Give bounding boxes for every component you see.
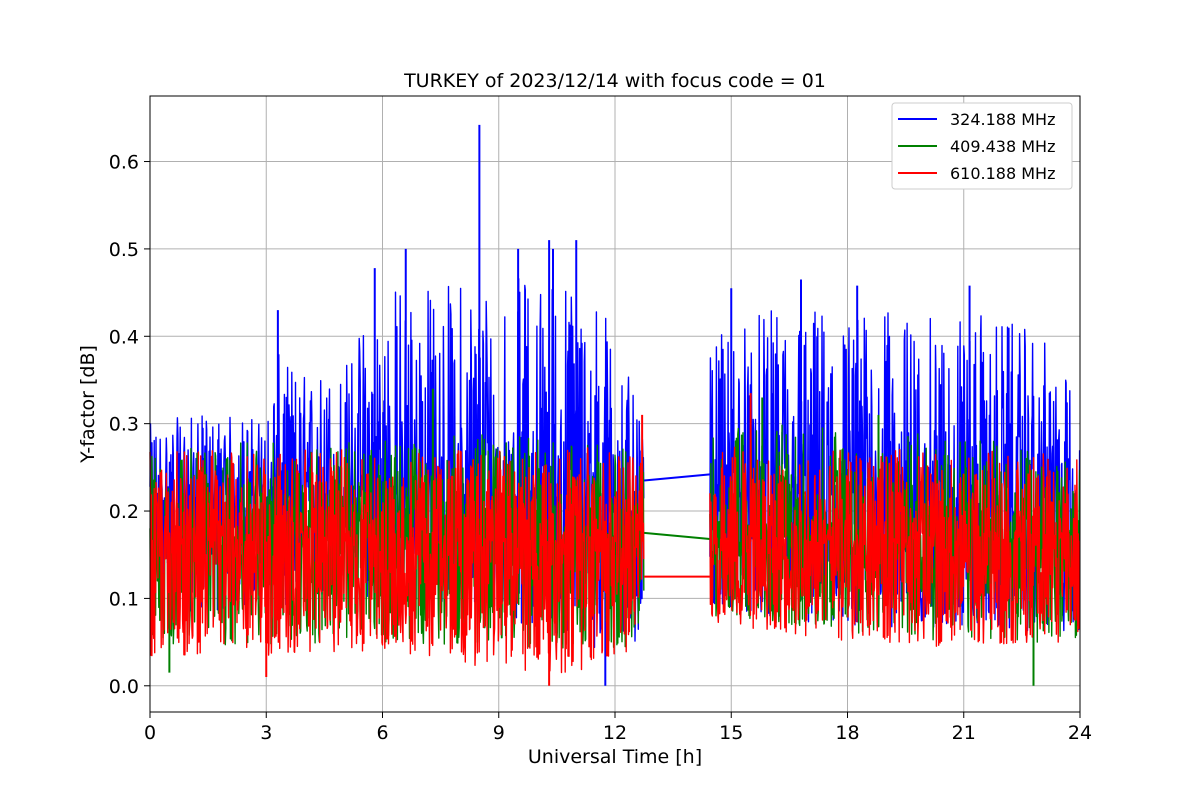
x-tick-label: 9 (493, 722, 505, 744)
gap-connector-line (643, 531, 711, 540)
y-tick-label: 0.4 (109, 326, 139, 348)
y-tick-label: 0.0 (109, 676, 139, 698)
y-tick-label: 0.3 (109, 414, 139, 436)
x-tick-label: 24 (1068, 722, 1092, 744)
y-tick-label: 0.6 (109, 152, 139, 174)
y-tick-label: 0.5 (109, 239, 139, 261)
y-tick-label: 0.1 (109, 588, 139, 610)
y-tick-label: 0.2 (109, 501, 139, 523)
series-line (149, 447, 645, 674)
x-tick-label: 0 (144, 722, 156, 744)
legend: 324.188 MHz 409.438 MHz 610.188 MHz (891, 102, 1073, 190)
series-layer (149, 124, 1081, 686)
y-axis-label: Y-factor [dB] (77, 345, 99, 464)
x-tick-label: 21 (952, 722, 976, 744)
legend-label: 610.188 MHz (950, 164, 1055, 183)
legend-box (891, 102, 1073, 190)
x-axis-label: Universal Time [h] (528, 746, 702, 768)
x-tick-label: 6 (376, 722, 388, 744)
series-line (709, 446, 1081, 647)
x-tick-label: 12 (603, 722, 627, 744)
legend-label: 409.438 MHz (950, 137, 1055, 156)
x-tick-label: 15 (719, 722, 743, 744)
legend-label: 324.188 MHz (950, 110, 1055, 129)
gap-connector-line (643, 473, 711, 482)
x-axis: 0 3 6 9 12 15 18 21 24 (144, 712, 1092, 744)
series-3 (149, 393, 1081, 686)
y-axis: 0.0 0.1 0.2 0.3 0.4 0.5 0.6 (109, 152, 150, 698)
x-tick-label: 18 (835, 722, 859, 744)
chart-title: TURKEY of 2023/12/14 with focus code = 0… (403, 70, 826, 92)
x-tick-label: 3 (260, 722, 272, 744)
series-line (709, 310, 1081, 632)
